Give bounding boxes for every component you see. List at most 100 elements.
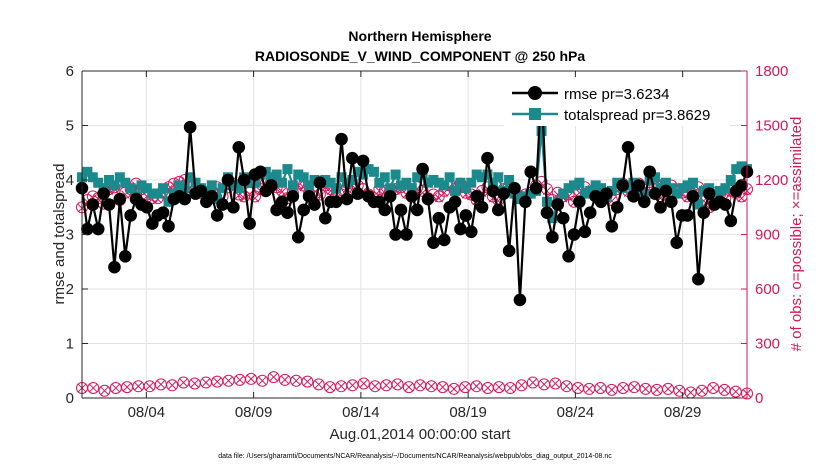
totalspread-point [228, 180, 239, 191]
totalspread-point [720, 183, 731, 194]
rmse-point [400, 228, 413, 241]
rmse-point [546, 230, 559, 244]
obs-assimilated-point [709, 383, 718, 393]
cross-stroke [652, 385, 661, 394]
rmse-point [529, 181, 543, 195]
obs-assimilated-point [370, 382, 380, 391]
x-tick-label: 08/04 [128, 404, 166, 421]
obs-possible-point [245, 372, 258, 385]
totalspread-point [379, 172, 390, 183]
rmse-point [475, 200, 489, 214]
obs-assimilated-point [528, 378, 538, 387]
obs-assimilated-point [277, 187, 287, 196]
obs-assimilated-point [461, 382, 470, 392]
totalspread-point [271, 169, 282, 180]
cross-stroke [190, 379, 199, 388]
totalspread-point [444, 172, 455, 183]
rmse-point [508, 181, 521, 195]
totalspread-point [412, 172, 423, 183]
totalspread-point [120, 177, 131, 188]
rmse-point [567, 228, 581, 241]
obs-possible-point [447, 382, 460, 395]
totalspread-point [104, 175, 115, 185]
chart-title: Northern Hemisphere [348, 28, 491, 44]
y-tick-label-right: 1500 [755, 118, 788, 135]
y-axis-left-label: rmse and totalspread [51, 164, 68, 305]
cross-stroke [224, 376, 233, 385]
rmse-point [437, 233, 451, 247]
obs-possible-point [515, 379, 528, 392]
rmse-point [665, 195, 678, 209]
cross-stroke [303, 377, 312, 386]
totalspread-point [504, 175, 515, 185]
obs-assimilated-point [382, 381, 391, 390]
obs-assimilated-point [494, 382, 504, 392]
totalspread-point [293, 169, 304, 180]
totalspread-point [141, 183, 152, 194]
x-axis-label: Aug.01,2014 00:00:00 start [330, 426, 512, 443]
cross-stroke [89, 383, 98, 393]
totalspread-point [677, 183, 688, 194]
y-tick-label-left: 4 [66, 172, 74, 189]
cross-stroke [539, 380, 549, 389]
totalspread-point [563, 183, 574, 194]
rmse-point [389, 228, 402, 241]
y-tick-label-right: 1200 [755, 172, 788, 189]
legend-rmse-marker [528, 86, 542, 100]
cross-stroke [731, 387, 740, 396]
legend-totalspread-label: totalspread pr=3.8629 [564, 107, 710, 124]
cross-stroke [382, 381, 391, 390]
obs-possible-point [560, 380, 573, 393]
totalspread-point [87, 172, 98, 183]
obs-assimilated-point [686, 388, 695, 397]
obs-assimilated-point [224, 376, 233, 385]
cross-stroke [472, 382, 481, 391]
cross-stroke [686, 388, 695, 397]
obs-possible-point [267, 371, 280, 384]
rmse-point [459, 209, 473, 222]
rmse-point [486, 184, 500, 198]
rmse-point [719, 198, 732, 211]
obs-possible-point [98, 384, 111, 397]
cross-stroke [483, 383, 492, 393]
obs-possible-point [662, 382, 675, 395]
totalspread-point [493, 172, 504, 183]
rmse-point [232, 141, 246, 154]
totalspread-point [568, 180, 579, 191]
obs-assimilated-point [179, 378, 188, 387]
rmse-point [264, 179, 278, 192]
totalspread-point [147, 188, 158, 199]
rmse-point [578, 225, 592, 239]
totalspread-point [341, 177, 352, 188]
obs-assimilated-point [404, 382, 414, 392]
obs-assimilated-point [731, 387, 740, 396]
totalspread-point [487, 177, 498, 188]
obs-assimilated-point [280, 375, 290, 384]
y-tick-label-left: 6 [66, 63, 74, 80]
totalspread-point [304, 180, 315, 191]
totalspread-point [736, 161, 747, 172]
cross-stroke [562, 382, 571, 391]
cross-stroke [709, 383, 718, 393]
rmse-point [492, 203, 505, 217]
obs-possible-point [143, 380, 156, 393]
totalspread-point [185, 172, 196, 183]
rmse-point [432, 211, 446, 225]
rmse-point [102, 198, 116, 211]
totalspread-point [206, 180, 217, 191]
cross-stroke [596, 383, 605, 393]
rmse-point [497, 187, 511, 200]
rmse-point [410, 203, 424, 217]
rmse-point [97, 187, 110, 200]
cross-stroke [100, 386, 109, 395]
obs-possible-point [436, 381, 449, 394]
x-tick-label: 08/14 [342, 404, 380, 421]
rmse-point [513, 293, 527, 307]
obs-possible-point [391, 378, 404, 391]
totalspread-point [93, 177, 104, 188]
axes: 0 1 2 3 4 5 6 0 300 600 900 1200 1500 1800 08/04 08/09 0… [66, 63, 789, 421]
obs-assimilated-point [348, 381, 357, 390]
obs-assimilated-point [630, 382, 639, 392]
rmse-point [378, 203, 392, 217]
cross-stroke [461, 382, 470, 392]
